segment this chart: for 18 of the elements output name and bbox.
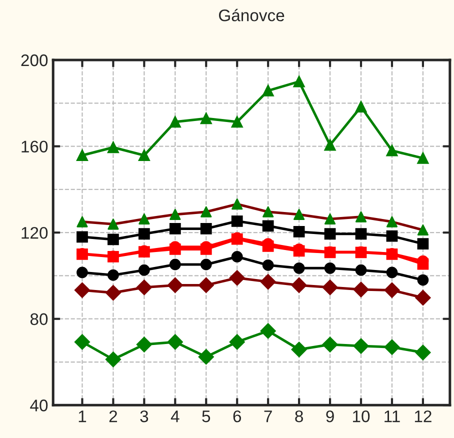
y-tick-label: 200 — [21, 54, 48, 66]
x-tick-label: 10 — [353, 410, 370, 422]
y-tick-label: 80 — [30, 313, 48, 326]
x-tick-label: 11 — [384, 410, 400, 422]
x-tick-label: 9 — [326, 410, 334, 422]
x-tick-label: 2 — [109, 410, 118, 422]
y-tick-label: 40 — [30, 400, 48, 412]
x-tick-label: 5 — [202, 410, 210, 422]
x-tick-label: 8 — [295, 410, 303, 422]
x-tick-label: 7 — [264, 410, 272, 422]
x-tick-label: 4 — [170, 410, 180, 422]
x-tick-label: 12 — [414, 410, 432, 422]
x-tick-label: 6 — [233, 410, 242, 422]
x-tick-label: 1 — [78, 410, 86, 422]
y-tick-label: 120 — [22, 226, 48, 239]
chart-title: Gánovce — [219, 8, 284, 22]
y-tick-label: 160 — [22, 140, 48, 152]
x-tick-label: 3 — [140, 410, 148, 422]
